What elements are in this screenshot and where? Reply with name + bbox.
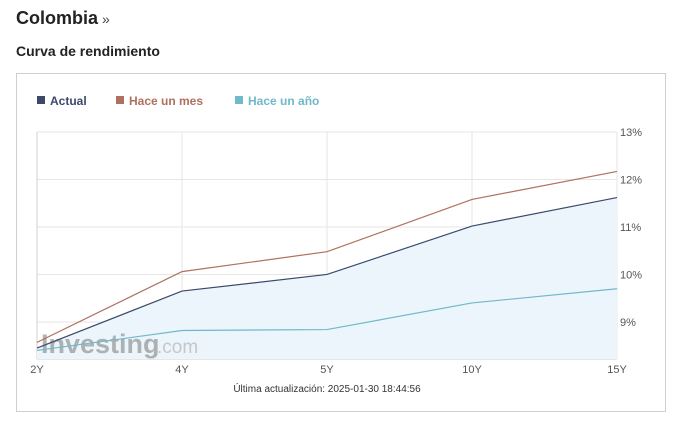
series-line-hace-un-ano[interactable] bbox=[36, 288, 618, 352]
page-title: Colombia bbox=[16, 8, 99, 28]
series-line-hace-un-mes[interactable] bbox=[36, 170, 618, 343]
legend-swatch-actual[interactable] bbox=[37, 96, 45, 104]
last-updated-label: Última actualización: 2025-01-30 18:44:5… bbox=[233, 382, 421, 395]
y-tick-label: 11% bbox=[620, 222, 641, 234]
y-tick-label: 12% bbox=[620, 174, 642, 186]
yield-curve-chart: Investing .com 9% 10% 11% 12% 13% 2Y 4Y 5Y 10Y 15Y A… bbox=[16, 73, 666, 412]
watermark-suffix: .com bbox=[157, 337, 198, 358]
x-tick-label: 4Y bbox=[175, 364, 189, 376]
legend-swatch-hace-un-mes[interactable] bbox=[116, 96, 124, 104]
legend-swatch-hace-un-ano[interactable] bbox=[235, 96, 243, 104]
breadcrumb-arrow-link[interactable]: » bbox=[102, 11, 110, 27]
legend-label-actual[interactable]: Actual bbox=[50, 94, 87, 108]
series-line-actual[interactable] bbox=[36, 196, 618, 349]
legend-label-hace-un-mes[interactable]: Hace un mes bbox=[129, 94, 203, 108]
x-tick-label: 15Y bbox=[607, 364, 627, 376]
y-tick-label: 13% bbox=[620, 127, 642, 139]
watermark-logo: Investing bbox=[41, 329, 160, 359]
series-area-actual bbox=[37, 197, 617, 359]
x-tick-label: 10Y bbox=[462, 364, 482, 376]
x-tick-label: 2Y bbox=[30, 364, 44, 376]
section-title: Curva de rendimiento bbox=[16, 43, 160, 59]
legend-label-hace-un-ano[interactable]: Hace un año bbox=[248, 94, 319, 108]
y-tick-label: 9% bbox=[620, 317, 636, 329]
page-header: Colombia » bbox=[16, 8, 110, 29]
y-tick-label: 10% bbox=[620, 269, 642, 281]
yield-curve-svg: Investing.com 9% 10% 11% 12% 13% 2Y 4Y 5Y 10Y 15Y A… bbox=[30, 94, 642, 395]
x-tick-label: 5Y bbox=[320, 364, 334, 376]
